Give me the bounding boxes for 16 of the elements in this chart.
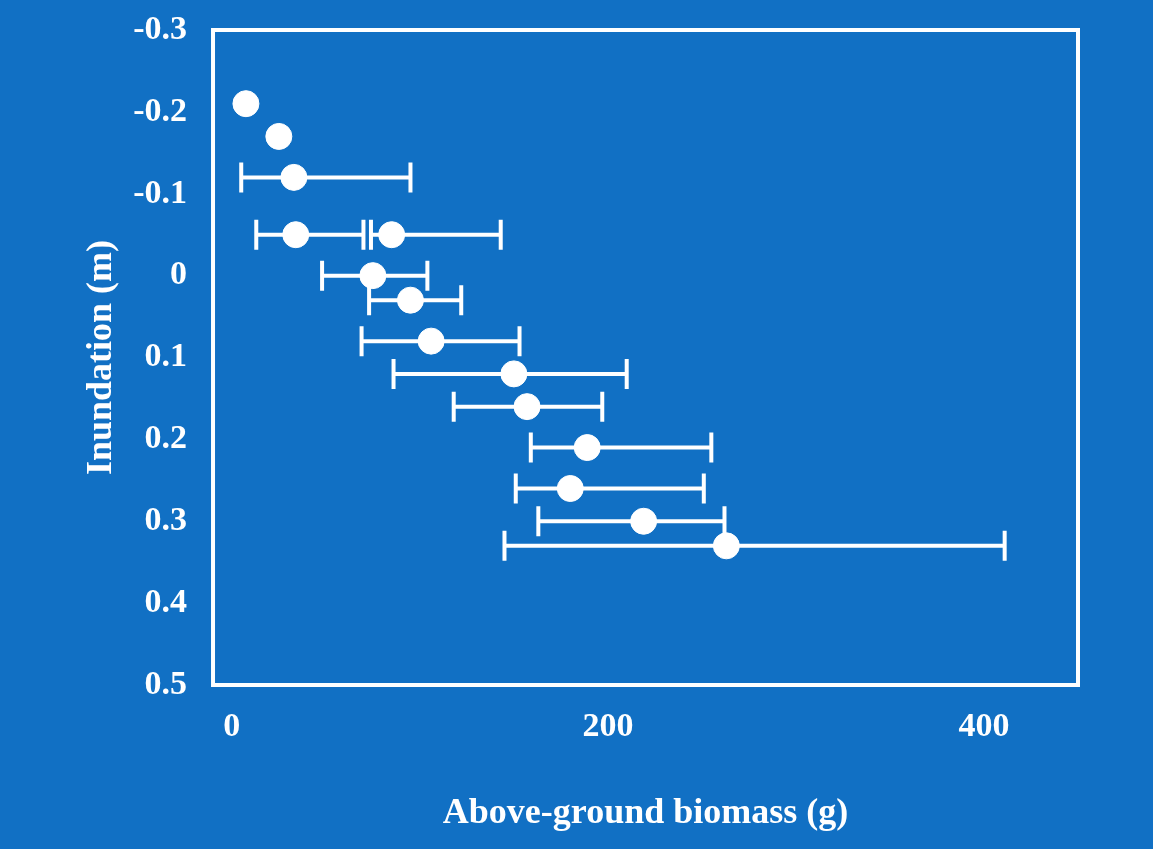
y-tick-label: 0.3 (144, 500, 188, 538)
x-tick-label: 200 (582, 706, 634, 744)
point (232, 90, 260, 118)
x-tick-label: 0 (223, 706, 241, 744)
x-tick-label: 400 (958, 706, 1010, 744)
x-axis-title: Above-ground biomass (g) (442, 790, 849, 831)
y-tick-label: 0 (170, 254, 188, 292)
y-tick-label: -0.3 (133, 8, 188, 46)
y-tick-label: 0.1 (144, 336, 188, 374)
y-axis-title: Inundation (m) (78, 239, 119, 476)
y-tick-label: 0.5 (144, 663, 188, 701)
point (265, 122, 293, 150)
y-tick-label: 0.2 (144, 418, 188, 456)
y-tick-label: 0.4 (144, 581, 188, 619)
y-tick-label: -0.1 (133, 172, 188, 210)
y-tick-label: -0.2 (133, 90, 188, 128)
